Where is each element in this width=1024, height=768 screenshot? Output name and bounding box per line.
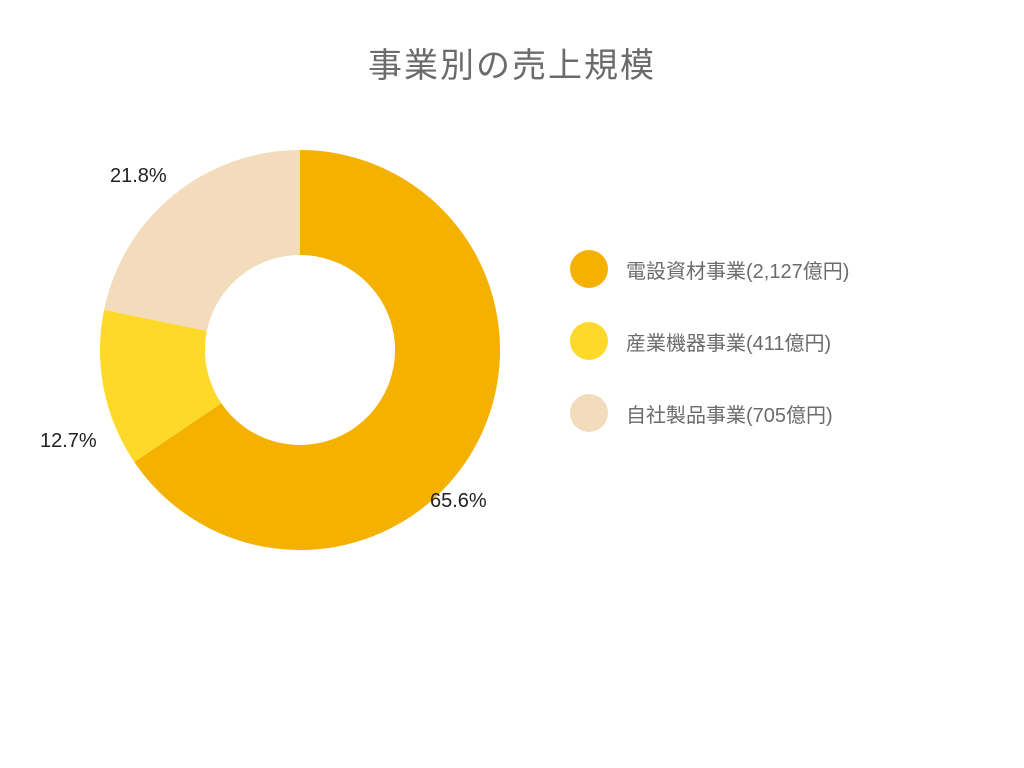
pct-label-densetsu: 65.6%: [430, 490, 487, 513]
legend-item: 産業機器事業(411億円): [570, 322, 849, 360]
legend: 電設資材事業(2,127億円) 産業機器事業(411億円) 自社製品事業(705億円…: [570, 250, 849, 432]
pct-label-sangyou: 12.7%: [40, 430, 97, 453]
legend-swatch: [570, 250, 608, 288]
legend-label: 電設資材事業(2,127億円): [626, 255, 849, 284]
pct-label-jisha: 21.8%: [110, 165, 167, 188]
page: 事業別の売上規模 65.6% 12.7% 21.8% 電設資材事業(2,127億円)…: [0, 0, 1024, 768]
chart-title: 事業別の売上規模: [0, 38, 1024, 87]
legend-swatch: [570, 394, 608, 432]
legend-label: 産業機器事業(411億円): [626, 327, 831, 356]
legend-swatch: [570, 322, 608, 360]
legend-label: 自社製品事業(705億円): [626, 399, 833, 428]
legend-item: 電設資材事業(2,127億円): [570, 250, 849, 288]
legend-item: 自社製品事業(705億円): [570, 394, 849, 432]
